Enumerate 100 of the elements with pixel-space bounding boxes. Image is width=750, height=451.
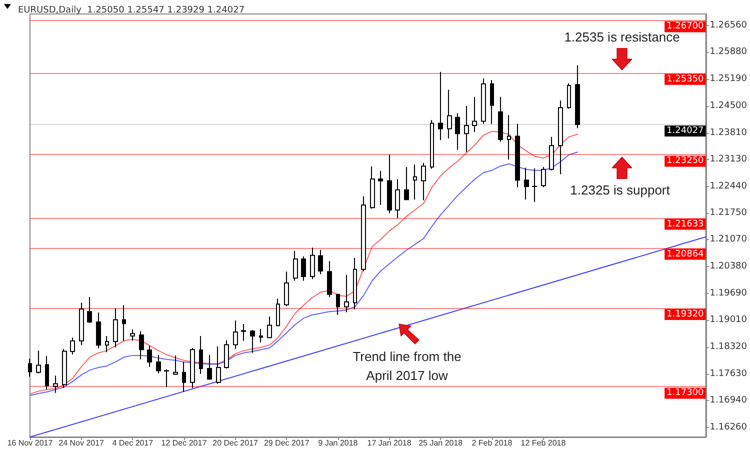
candlestick (515, 123, 520, 188)
candlestick (541, 166, 546, 188)
candlestick (490, 80, 494, 124)
candlestick (567, 82, 571, 110)
candlestick (464, 106, 469, 153)
ref-line-label: 1.17300 (666, 388, 704, 398)
candlestick (575, 64, 580, 129)
candlestick (395, 178, 400, 219)
y-tick-label: 1.21750 (710, 208, 748, 218)
candlestick (327, 260, 332, 298)
y-tick-label: 1.19010 (710, 315, 748, 326)
candlestick (404, 166, 409, 200)
candlestick (53, 375, 58, 394)
candlestick (318, 249, 323, 275)
y-tick-label: 1.23130 (710, 154, 748, 164)
ref-line-label: 1.20864 (666, 249, 704, 260)
candlestick (45, 356, 49, 390)
candlestick (549, 136, 554, 171)
candlestick (28, 358, 32, 378)
candlestick (524, 167, 529, 200)
ref-line-label: 1.26700 (666, 22, 704, 32)
candlestick (421, 162, 426, 201)
y-tick-label: 1.25190 (710, 74, 748, 84)
candlestick (284, 271, 289, 307)
candlestick (182, 361, 186, 392)
candlestick (216, 346, 221, 384)
candlestick (233, 320, 238, 350)
candlestick (70, 337, 75, 355)
candlestick (164, 368, 169, 388)
candlestick (498, 96, 503, 142)
candlestick (336, 293, 340, 316)
candlestick (207, 354, 212, 380)
x-tick-label: 20 Dec 2017 (212, 438, 259, 448)
candlestick (507, 114, 511, 160)
y-tick-label: 1.26560 (710, 20, 748, 31)
x-tick-label: 4 Dec 2017 (112, 438, 154, 448)
ref-line-label: 1.23250 (666, 156, 704, 166)
y-tick-label: 1.16940 (710, 396, 748, 406)
y-tick-label: 1.19690 (710, 288, 748, 299)
candlestick (62, 348, 67, 388)
y-tick-label: 1.21070 (710, 234, 748, 245)
candlestick (413, 164, 417, 200)
annotation: 1.2535 is resistance (564, 30, 680, 44)
candlestick (353, 257, 357, 310)
candlestick (447, 89, 452, 139)
x-tick-label: 9 Jan 2018 (318, 438, 358, 448)
x-tick-label: 29 Dec 2017 (264, 438, 310, 448)
x-tick-label: 2 Feb 2018 (472, 438, 513, 448)
candlestick (532, 168, 537, 202)
annotation: Trend line from the April 2017 low (352, 349, 462, 383)
ref-line-label: 1.19320 (666, 309, 704, 320)
candlestick (105, 335, 109, 353)
y-tick-label: 1.18320 (710, 342, 748, 352)
x-tick-label: 25 Jan 2018 (418, 438, 464, 448)
candlestick (293, 250, 298, 282)
candlestick (113, 308, 118, 348)
candlestick (156, 354, 161, 374)
candlestick (276, 298, 280, 327)
candlestick (301, 256, 306, 282)
candlestick (139, 330, 144, 360)
candlestick (370, 166, 375, 210)
candlestick (361, 196, 366, 272)
candlestick (481, 78, 486, 124)
y-tick-label: 1.16260 (710, 422, 748, 432)
candlestick (130, 328, 135, 342)
candlestick (241, 323, 246, 342)
x-tick-label: 17 Jan 2018 (367, 438, 412, 448)
candlestick (79, 302, 84, 346)
candlestick (190, 347, 195, 388)
candlestick (310, 247, 315, 280)
candlestick (455, 112, 460, 150)
y-tick-label: 1.23810 (710, 128, 748, 138)
ref-line-label: 1.24027 (666, 126, 704, 136)
candlestick (147, 345, 152, 368)
y-tick-label: 1.22440 (710, 181, 748, 192)
y-tick-label: 1.25880 (710, 47, 748, 58)
candlestick (173, 354, 178, 376)
candlestick (472, 96, 477, 132)
candlestick (250, 330, 255, 354)
candlestick (36, 350, 41, 374)
candlestick (259, 328, 263, 343)
candlestick (224, 340, 229, 369)
annotation: 1.2325 is support (570, 182, 670, 198)
y-tick-label: 1.20380 (710, 262, 748, 272)
x-tick-label: 12 Dec 2017 (161, 438, 208, 448)
candlestick (96, 312, 101, 349)
candlestick (87, 296, 92, 324)
candlestick (344, 274, 349, 313)
candlestick (267, 316, 272, 339)
ref-line-label: 1.25350 (666, 74, 704, 84)
candlestick (387, 154, 392, 214)
candlestick (378, 170, 383, 206)
chart-title: EURUSD,Daily 1.25050 1.25547 1.23929 1.24027 (18, 6, 245, 16)
candlestick (430, 119, 434, 170)
y-tick-label: 1.24500 (710, 101, 748, 112)
x-tick-label: 12 Feb 2018 (520, 438, 566, 448)
x-tick-label: 24 Nov 2017 (58, 438, 105, 448)
candlestick (199, 335, 203, 374)
ref-line-label: 1.21633 (666, 219, 704, 230)
candlestick (438, 71, 443, 141)
